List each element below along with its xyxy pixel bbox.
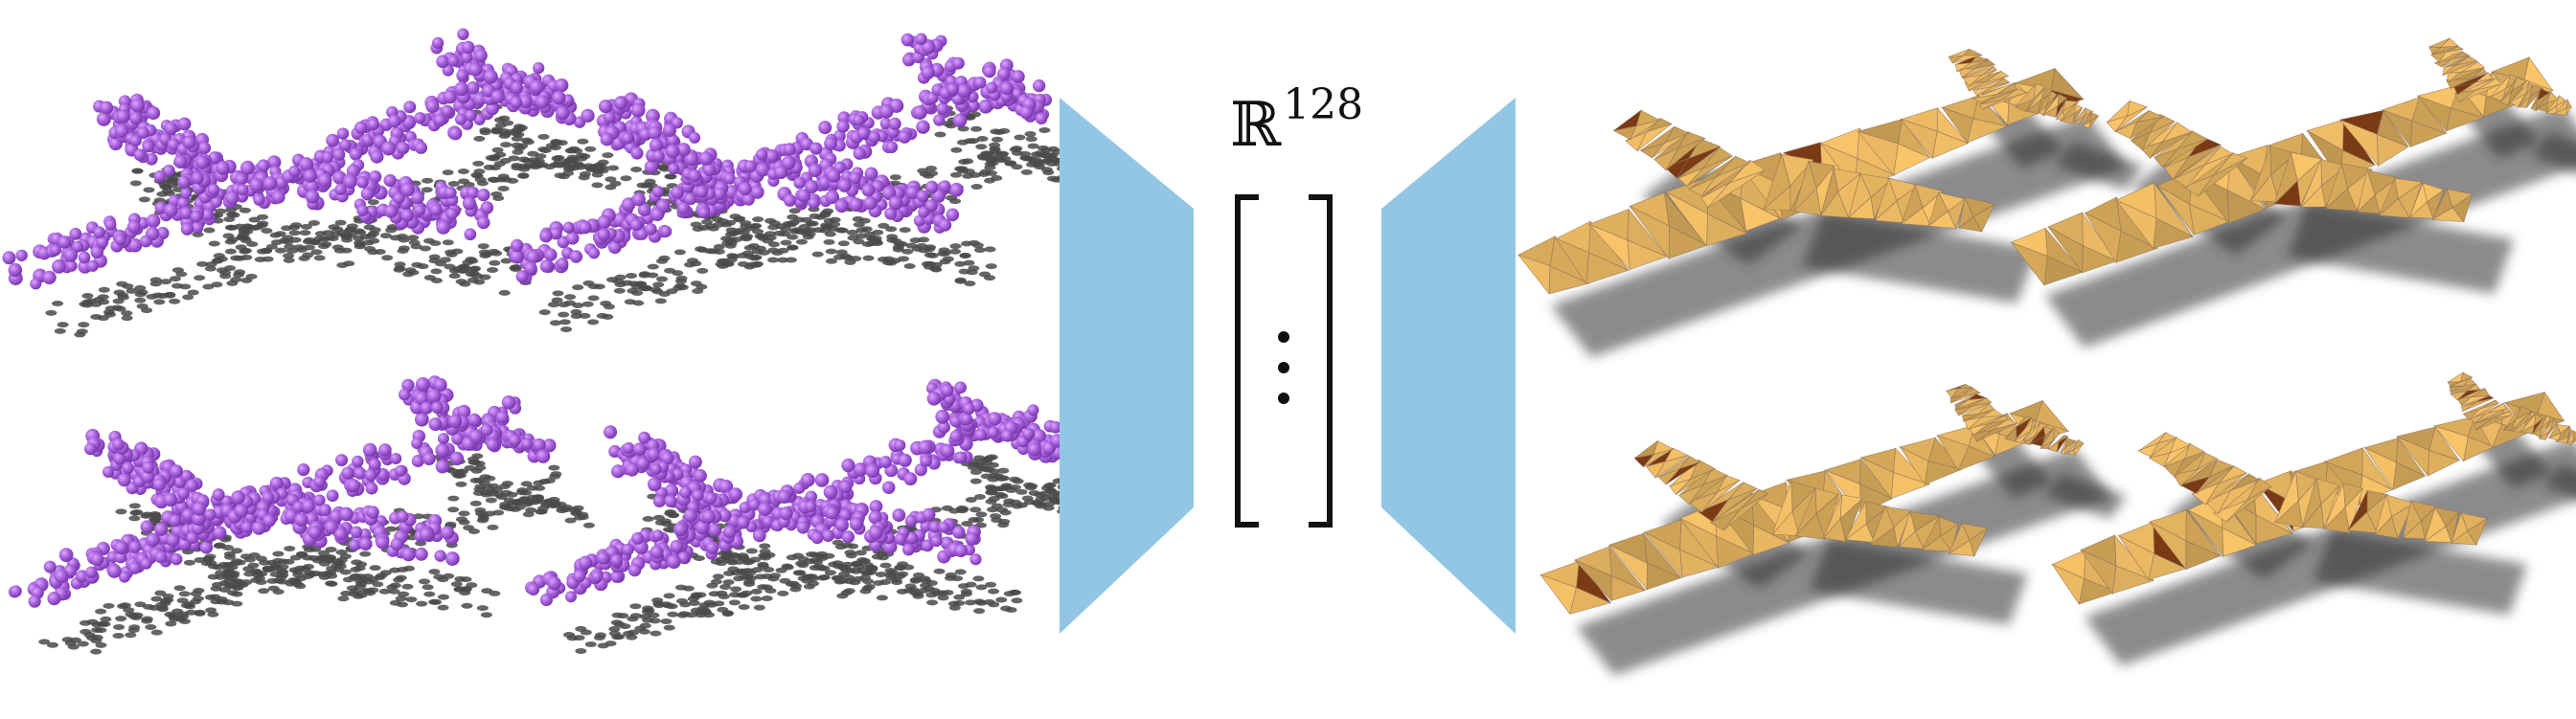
decoder-trapezoid	[1381, 98, 1516, 634]
point-cloud-points	[525, 378, 1067, 607]
latent-space-label: ℝ128	[1230, 84, 1363, 157]
latent-right-bracket	[1309, 194, 1333, 528]
encoder-trapezoid	[1060, 98, 1194, 634]
mesh-airplane	[1516, 48, 2144, 358]
point-cloud-points	[8, 375, 557, 608]
mesh-airplane	[2051, 371, 2576, 666]
point-cloud-points	[2, 28, 595, 290]
point-cloud-airplane	[525, 378, 1113, 654]
mesh-surface	[1539, 383, 2085, 616]
point-cloud-airplane	[8, 375, 595, 655]
latent-symbol: ℝ	[1230, 90, 1282, 161]
input-point-clouds	[2, 28, 1113, 655]
latent-vector-bracket	[1235, 194, 1333, 528]
mesh-airplane	[1539, 383, 2127, 676]
point-cloud-points	[508, 33, 1053, 284]
output-meshes	[1516, 37, 2576, 676]
point-cloud-airplane	[508, 33, 1083, 333]
mesh-airplane	[2010, 37, 2576, 348]
point-cloud-airplane	[2, 28, 632, 338]
latent-dots	[1278, 331, 1289, 404]
mesh-surface	[2051, 371, 2576, 606]
latent-dot	[1278, 331, 1289, 343]
latent-dot	[1278, 393, 1289, 404]
latent-exponent: 128	[1283, 80, 1364, 129]
latent-dot	[1278, 362, 1289, 373]
latent-left-bracket	[1235, 194, 1259, 528]
mesh-surface	[2010, 37, 2572, 286]
mesh-surface	[1516, 48, 2100, 296]
